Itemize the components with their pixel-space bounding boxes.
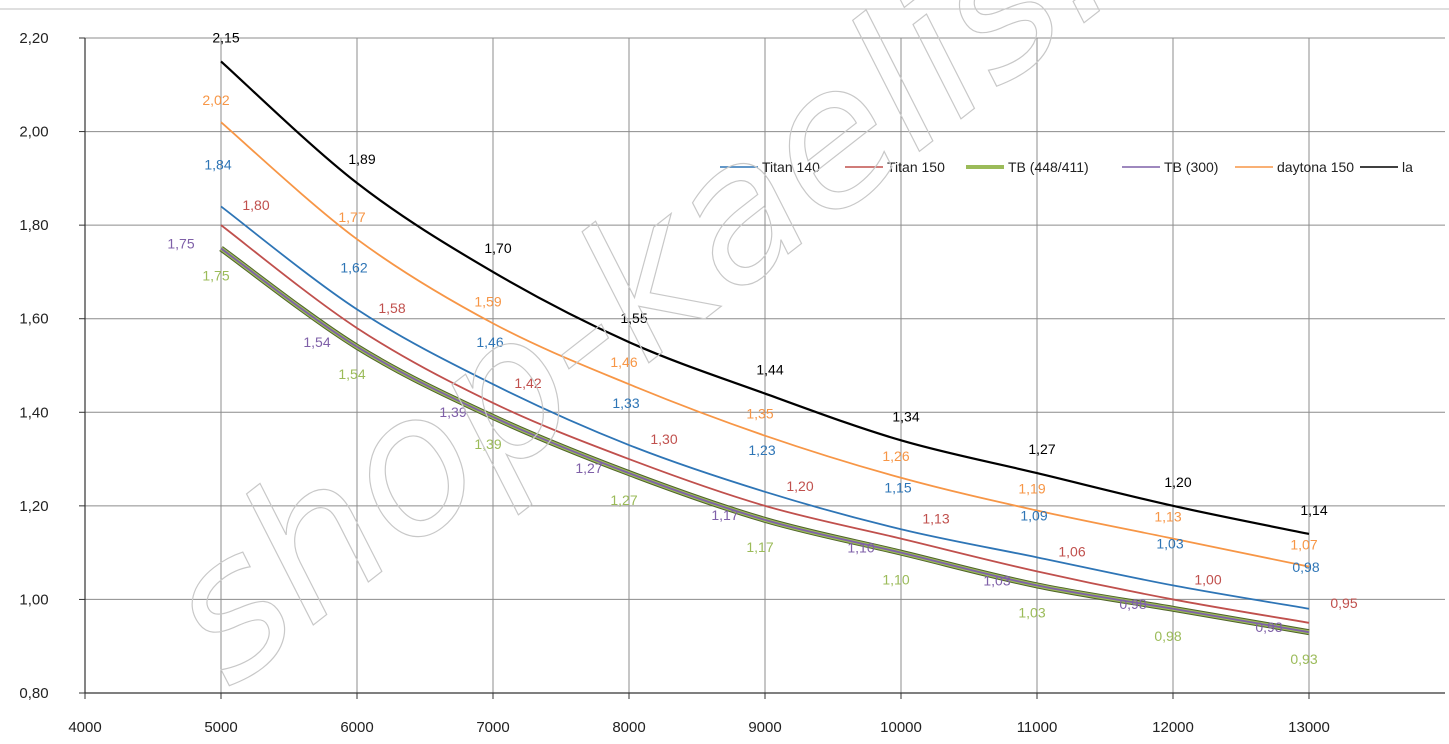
data-label-tb-448-411: 1,54: [338, 366, 365, 382]
data-label-la: 1,55: [620, 310, 647, 326]
data-label-titan-150: 1,13: [922, 511, 949, 527]
data-label-titan-150: 1,20: [786, 478, 813, 494]
x-tick-label: 13000: [1288, 719, 1330, 736]
data-label-titan-140: 1,33: [612, 395, 639, 411]
data-label-daytona-150: 1,26: [882, 448, 909, 464]
x-tick-label: 4000: [68, 719, 101, 736]
data-label-tb-448-411: 1,10: [882, 572, 909, 588]
x-tick-label: 11000: [1017, 719, 1058, 736]
data-label-la: 1,44: [756, 362, 783, 378]
series-line-tb-300: [220, 247, 1310, 634]
data-label-titan-150: 1,30: [650, 431, 677, 447]
legend-label: daytona 150: [1277, 159, 1354, 175]
data-label-daytona-150: 2,02: [202, 92, 229, 108]
data-label-titan-140: 1,03: [1156, 535, 1183, 551]
data-label-titan-140: 1,23: [748, 442, 775, 458]
data-label-la: 1,14: [1300, 502, 1327, 518]
data-label-tb-448-411: 1,39: [474, 436, 501, 452]
data-label-daytona-150: 1,07: [1290, 537, 1317, 553]
data-label-tb-300: 1,75: [167, 236, 194, 252]
grid: [85, 37, 1445, 693]
data-labels: 1,84 1,62 1,46 1,33 1,23 1,15 1,09 1,03 0,98 1,80…: [167, 29, 1357, 667]
data-label-tb-448-411: 1,75: [202, 268, 229, 284]
data-label-tb-448-411: 0,98: [1154, 628, 1181, 644]
x-tick-label: 5000: [204, 719, 237, 736]
legend: Titan 140 Titan 150 TB (448/411) TB (300) da…: [720, 159, 1413, 175]
data-label-daytona-150: 1,35: [746, 406, 773, 422]
series-lines: [219, 60, 1310, 636]
data-label-titan-150: 1,00: [1194, 571, 1221, 587]
y-tick-label: 1,00: [19, 591, 48, 608]
data-label-la: 1,70: [484, 240, 511, 256]
data-label-daytona-150: 1,77: [338, 209, 365, 225]
data-label-tb-448-411: 0,93: [1290, 651, 1317, 667]
series-line-daytona-150: [220, 121, 1310, 568]
x-tick-label: 7000: [476, 719, 509, 736]
data-label-tb-300: 1,17: [711, 507, 738, 523]
data-label-la: 1,34: [892, 408, 919, 424]
x-tick-label: 9000: [748, 719, 781, 736]
legend-label: la: [1402, 159, 1413, 175]
watermark: shop-kaelis.r: [122, 0, 1220, 725]
data-label-titan-150: 1,58: [378, 300, 405, 316]
data-label-titan-150: 1,06: [1058, 543, 1085, 559]
data-label-tb-300: 1,03: [983, 572, 1010, 588]
series-line-titan-140: [220, 205, 1310, 610]
data-label-titan-140: 1,62: [340, 259, 367, 275]
data-label-tb-300: 1,27: [575, 460, 602, 476]
data-label-daytona-150: 1,59: [474, 293, 501, 309]
data-label-tb-448-411: 1,27: [610, 492, 637, 508]
data-label-titan-140: 1,15: [884, 479, 911, 495]
y-tick-label: 0,80: [19, 685, 48, 702]
legend-label: TB (448/411): [1008, 159, 1089, 175]
x-tick-label: 8000: [612, 719, 645, 736]
data-label-tb-300: 1,39: [439, 404, 466, 420]
data-label-titan-150: 1,42: [514, 375, 541, 391]
legend-label: Titan 150: [887, 159, 945, 175]
series-line-la: [220, 60, 1310, 536]
y-tick-label: 2,20: [19, 30, 48, 47]
y-tick-label: 1,80: [19, 217, 48, 234]
data-label-daytona-150: 1,46: [610, 354, 637, 370]
data-label-la: 1,27: [1028, 441, 1055, 457]
data-label-tb-448-411: 1,17: [746, 539, 773, 555]
data-label-titan-150: 1,80: [242, 197, 269, 213]
legend-label: TB (300): [1164, 159, 1218, 175]
data-label-titan-140: 1,46: [476, 334, 503, 350]
y-tick-label: 1,20: [19, 498, 48, 515]
data-label-la: 1,89: [348, 151, 375, 167]
data-label-daytona-150: 1,13: [1154, 509, 1181, 525]
series-line-titan-150: [220, 224, 1310, 624]
x-tick-label: 12000: [1152, 719, 1194, 736]
x-tick-label: 10000: [880, 719, 922, 736]
data-label-tb-300: 1,10: [847, 540, 874, 556]
data-label-tb-300: 1,54: [303, 334, 330, 350]
y-tick-label: 1,40: [19, 404, 48, 421]
data-label-tb-448-411: 1,03: [1018, 604, 1045, 620]
data-label-tb-300: 0,98: [1119, 596, 1146, 612]
data-label-la: 2,15: [212, 29, 239, 45]
data-label-titan-140: 0,98: [1292, 559, 1319, 575]
data-label-titan-150: 0,95: [1330, 595, 1357, 611]
y-tick-label: 1,60: [19, 311, 48, 328]
data-label-titan-140: 1,84: [204, 156, 231, 172]
data-label-titan-140: 1,09: [1020, 507, 1047, 523]
data-label-la: 1,20: [1164, 474, 1191, 490]
data-label-tb-300: 0,93: [1255, 619, 1282, 635]
data-label-daytona-150: 1,19: [1018, 481, 1045, 497]
y-tick-label: 2,00: [19, 124, 48, 141]
x-tick-label: 6000: [340, 719, 373, 736]
legend-label: Titan 140: [762, 159, 820, 175]
axes: 4000 5000 6000 7000 8000 9000 10000 11000 12000 1…: [0, 8, 1449, 736]
